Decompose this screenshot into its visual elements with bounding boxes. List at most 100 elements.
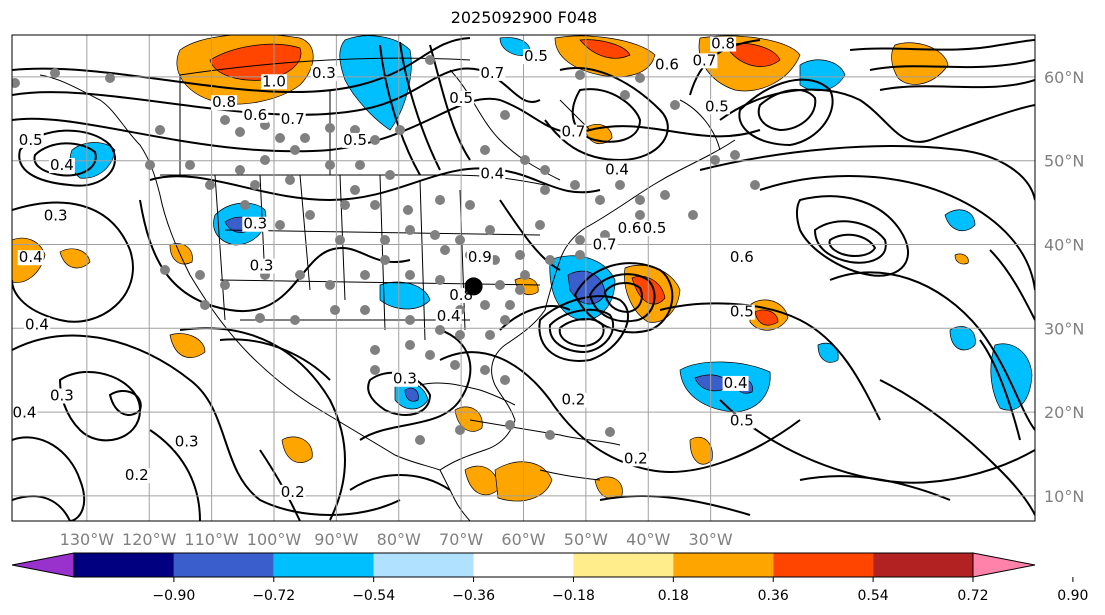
contour-label-background	[342, 132, 369, 148]
colorbar-swatch	[573, 553, 674, 577]
contour-label: 0.2	[561, 391, 585, 409]
contour-label-background	[448, 91, 475, 107]
contour-label: 0.9	[468, 248, 492, 266]
contour-label: 0.5	[730, 412, 754, 430]
colorbar-swatch	[74, 553, 174, 577]
map-frame	[11, 34, 1036, 522]
latitude-tick-label: 10°N	[1044, 487, 1084, 506]
contour-label-background	[391, 371, 418, 387]
page-title: 2025092900 F048	[450, 8, 598, 27]
contour-label: 0.8	[711, 35, 735, 53]
contour-label-background	[653, 57, 680, 73]
contour-label: 0.4	[19, 248, 43, 266]
contour-label: 0.4	[25, 315, 49, 333]
contour-label: 0.7	[561, 123, 585, 141]
latitude-ticks: 10°N 20°N 30°N 40°N 50°N 60°N	[1044, 68, 1084, 506]
contour-label: 0.2	[125, 466, 149, 484]
contour-label-background	[466, 250, 493, 266]
contour-label-background	[211, 95, 238, 111]
contour-label-background	[522, 49, 549, 65]
contour-label-background	[48, 388, 75, 404]
station-markers	[12, 55, 760, 445]
contour-label: 0.5	[524, 47, 548, 65]
colorbar-tick-label: −0.72	[252, 588, 295, 604]
colorbar-swatch	[173, 553, 274, 577]
contour-labels: 0.5 0.4 0.3 0.4 0.4 0.4 0.3 0.2 0.3 0.2 0.3 0.3 0.8 0…	[12, 35, 755, 501]
contour-label-background	[279, 484, 306, 500]
contour-label: 0.6	[730, 248, 754, 266]
contour-label-background	[722, 375, 749, 391]
contour-label: 0.5	[730, 303, 754, 321]
contour-label: 0.4	[605, 160, 629, 178]
colorbar-tick-label: −0.54	[352, 588, 395, 604]
colorbar-outline	[73, 552, 974, 578]
longitude-tick-label: 90°W	[314, 530, 358, 549]
contour-label: 1.0	[262, 72, 286, 90]
contour-lines	[12, 37, 1035, 521]
contour-label-background	[691, 53, 718, 69]
longitude-tick-label: 40°W	[626, 530, 670, 549]
contour-label: 0.7	[480, 64, 504, 82]
contour-label: 0.4	[480, 164, 504, 182]
contour-label-background	[616, 220, 643, 236]
contour-label: 0.8	[212, 93, 236, 111]
contour-label-background	[728, 413, 755, 429]
storm-center-marker	[464, 277, 483, 296]
contour-label-background	[242, 107, 269, 123]
longitude-tick-label: 70°W	[439, 530, 483, 549]
colorbar-tick-label: 0.72	[957, 588, 988, 604]
colorbar-swatch	[673, 553, 774, 577]
colorbar-tick-label: 0.90	[1057, 588, 1088, 604]
graticule	[12, 35, 1035, 521]
contour-label-background	[42, 208, 69, 224]
contour-label-background	[23, 317, 50, 333]
contour-label: 0.4	[13, 403, 37, 421]
colorbar-tick-label: 0.54	[858, 588, 889, 604]
contour-label: 0.2	[281, 483, 305, 501]
longitude-tick-label: 110°W	[184, 530, 239, 549]
contour-label-background	[728, 304, 755, 320]
contour-label: 0.7	[281, 110, 305, 128]
colorbar-extend-low	[11, 552, 75, 578]
contour-label: 0.4	[50, 156, 74, 174]
contour-label: 0.3	[243, 215, 267, 233]
contour-label: 0.6	[655, 56, 679, 74]
latitude-tick-label: 30°N	[1044, 319, 1084, 338]
latitude-tick-label: 40°N	[1044, 235, 1084, 254]
colorbar-tick-label: 0.18	[658, 588, 689, 604]
contour-label-background	[123, 468, 150, 484]
contour-label-background	[248, 258, 275, 274]
contour-label-background	[604, 162, 631, 178]
contour-label: 0.6	[243, 106, 267, 124]
contour-label-background	[260, 74, 287, 90]
colorbar-swatch	[273, 553, 374, 577]
longitude-tick-label: 50°W	[564, 530, 608, 549]
contour-label: 0.3	[250, 257, 274, 275]
contour-label: 0.3	[50, 387, 74, 405]
contour-label: 0.2	[624, 449, 648, 467]
contour-label-background	[479, 65, 506, 81]
contour-label-background	[560, 124, 587, 140]
longitude-ticks: 130°W 120°W 110°W 100°W 90°W 80°W 70°W 60°W 50°W…	[60, 530, 733, 549]
colorbar-swatch	[473, 553, 574, 577]
longitude-tick-label: 60°W	[501, 530, 545, 549]
contour-label-background	[710, 36, 737, 52]
contour-label-background	[17, 132, 44, 148]
colorbar-swatch	[873, 553, 973, 577]
colorbar-swatch	[373, 553, 474, 577]
colorbar-tick-label: −0.90	[152, 588, 195, 604]
contour-label: 0.5	[19, 131, 43, 149]
contour-label: 0.3	[393, 370, 417, 388]
contour-label-background	[560, 392, 587, 408]
colorbar-tick-label: −0.18	[552, 588, 595, 604]
contour-label: 0.5	[705, 97, 729, 115]
contour-label-background	[435, 308, 462, 324]
contour-label-background	[641, 220, 668, 236]
contour-label-background	[591, 237, 618, 253]
contour-label-background	[622, 451, 649, 467]
contour-label: 0.4	[437, 307, 461, 325]
longitude-tick-label: 100°W	[247, 530, 302, 549]
contour-label: 0.3	[44, 206, 68, 224]
contour-label-background	[310, 65, 337, 81]
contour-label: 0.5	[643, 219, 667, 237]
